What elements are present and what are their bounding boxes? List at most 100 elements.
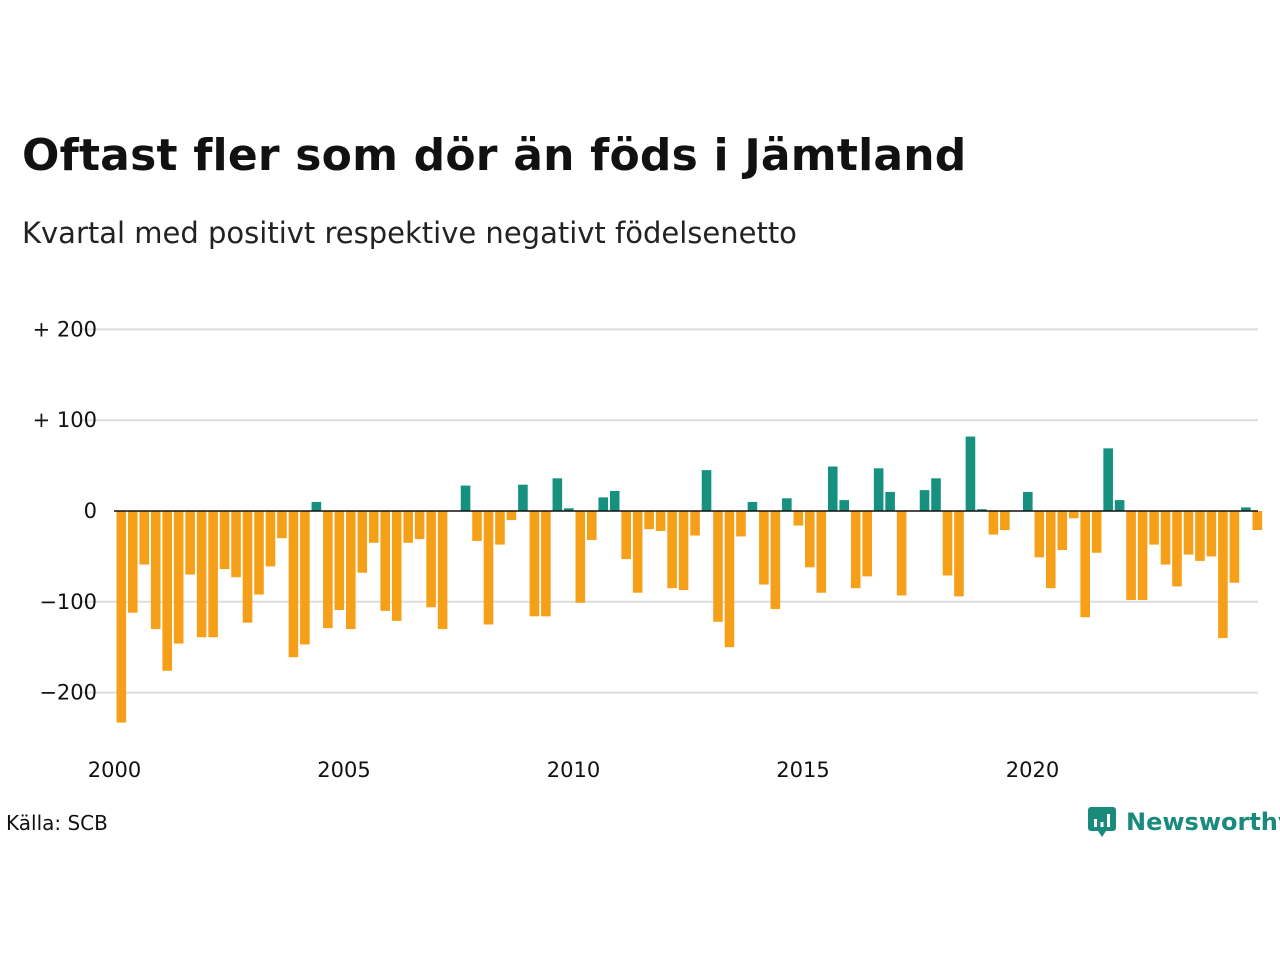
bar bbox=[300, 511, 310, 645]
bar bbox=[552, 478, 563, 511]
bar bbox=[759, 511, 769, 585]
bar bbox=[529, 511, 540, 617]
bar bbox=[1000, 511, 1010, 531]
bar bbox=[1114, 500, 1125, 511]
bar bbox=[208, 511, 218, 638]
bar bbox=[1149, 511, 1159, 545]
bar bbox=[495, 511, 505, 545]
bar bbox=[219, 511, 230, 570]
bar bbox=[1206, 511, 1217, 557]
bar bbox=[460, 485, 471, 511]
x-tick-label: 2000 bbox=[88, 758, 141, 782]
bar bbox=[231, 511, 241, 578]
bar bbox=[1137, 511, 1148, 600]
bar bbox=[977, 509, 987, 511]
y-tick-label: −100 bbox=[39, 590, 97, 614]
bar bbox=[288, 511, 299, 658]
bar bbox=[965, 436, 976, 511]
x-tick-label: 2020 bbox=[1006, 758, 1059, 782]
bar bbox=[564, 508, 574, 511]
bar bbox=[127, 511, 138, 613]
bar bbox=[1229, 511, 1240, 583]
bar bbox=[1091, 511, 1102, 553]
bar bbox=[1034, 511, 1045, 558]
bar bbox=[185, 511, 195, 575]
bar bbox=[334, 511, 345, 610]
bar bbox=[391, 511, 402, 621]
bar bbox=[816, 511, 827, 593]
bar bbox=[162, 511, 172, 671]
bar bbox=[644, 511, 654, 530]
bar bbox=[426, 511, 436, 608]
bar-chart: + 200 + 100 0 −100 −200 2000 2005 2010 2015 2020 bbox=[33, 317, 1263, 782]
bar bbox=[265, 511, 276, 567]
bar bbox=[632, 511, 643, 593]
bar bbox=[793, 511, 804, 526]
bar bbox=[1241, 507, 1251, 511]
bar bbox=[1183, 511, 1194, 555]
bar bbox=[311, 501, 322, 511]
source-note: Källa: SCB bbox=[6, 811, 108, 835]
bar bbox=[586, 511, 597, 541]
bar bbox=[885, 491, 895, 511]
bar bbox=[609, 491, 620, 511]
y-tick-label: + 200 bbox=[33, 317, 97, 341]
bar bbox=[724, 511, 735, 648]
bar-chart-speech-bubble-icon bbox=[1088, 807, 1116, 837]
bar bbox=[1160, 511, 1171, 565]
bar bbox=[839, 500, 850, 511]
bar bbox=[782, 498, 792, 511]
bar bbox=[150, 511, 161, 630]
bar bbox=[139, 511, 150, 565]
bar bbox=[873, 468, 884, 511]
bar bbox=[541, 511, 551, 617]
bar bbox=[598, 497, 609, 511]
bar bbox=[827, 466, 838, 511]
bar bbox=[242, 511, 253, 623]
bar bbox=[954, 511, 964, 597]
bar bbox=[667, 511, 677, 589]
bar bbox=[196, 511, 207, 638]
bar bbox=[942, 511, 953, 576]
bar bbox=[621, 511, 631, 560]
x-tick-label: 2005 bbox=[317, 758, 370, 782]
bar bbox=[655, 511, 666, 531]
bar bbox=[1252, 511, 1263, 531]
bar bbox=[1023, 491, 1033, 511]
bar bbox=[931, 478, 941, 511]
bar bbox=[518, 484, 528, 511]
bar bbox=[357, 511, 368, 573]
bar bbox=[506, 511, 517, 521]
bar bbox=[575, 511, 586, 603]
bar bbox=[678, 511, 689, 590]
x-tick-label: 2015 bbox=[776, 758, 829, 782]
x-tick-label: 2010 bbox=[547, 758, 600, 782]
bar bbox=[323, 511, 333, 629]
bar bbox=[850, 511, 861, 589]
chart-title: Oftast fler som dör än föds i Jämtland bbox=[22, 130, 967, 181]
bar bbox=[1103, 448, 1113, 511]
bar bbox=[736, 511, 746, 537]
bar bbox=[988, 511, 999, 535]
bar bbox=[277, 511, 287, 539]
bar bbox=[1126, 511, 1136, 600]
logo-text: Newsworthy bbox=[1126, 808, 1280, 836]
bar bbox=[1195, 511, 1205, 561]
bar bbox=[1172, 511, 1182, 587]
bar bbox=[805, 511, 815, 568]
bar bbox=[368, 511, 379, 543]
newsworthy-logo: Newsworthy bbox=[1088, 804, 1280, 840]
bar bbox=[403, 511, 413, 543]
bar bbox=[346, 511, 356, 630]
bar bbox=[713, 511, 723, 622]
bar bbox=[770, 511, 781, 610]
bar bbox=[862, 511, 872, 577]
bar bbox=[116, 511, 127, 723]
y-tick-label: 0 bbox=[84, 499, 97, 523]
bar bbox=[1057, 511, 1068, 551]
bar bbox=[1045, 511, 1056, 589]
bar bbox=[254, 511, 264, 595]
bar bbox=[483, 511, 494, 625]
bar bbox=[1218, 511, 1228, 639]
bar bbox=[414, 511, 425, 540]
